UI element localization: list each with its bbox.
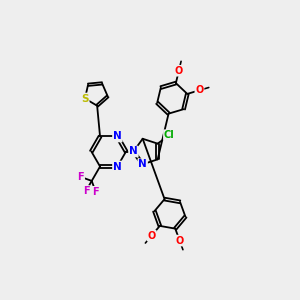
Text: Cl: Cl (164, 130, 175, 140)
Text: N: N (138, 159, 147, 169)
Text: O: O (195, 85, 204, 95)
Text: F: F (78, 172, 84, 182)
Text: S: S (81, 94, 89, 103)
Text: N: N (129, 146, 138, 157)
Text: N: N (113, 131, 122, 142)
Text: O: O (175, 66, 183, 76)
Text: F: F (92, 187, 99, 197)
Text: F: F (82, 186, 89, 196)
Text: O: O (148, 231, 156, 241)
Text: O: O (176, 236, 184, 246)
Text: N: N (113, 161, 122, 172)
